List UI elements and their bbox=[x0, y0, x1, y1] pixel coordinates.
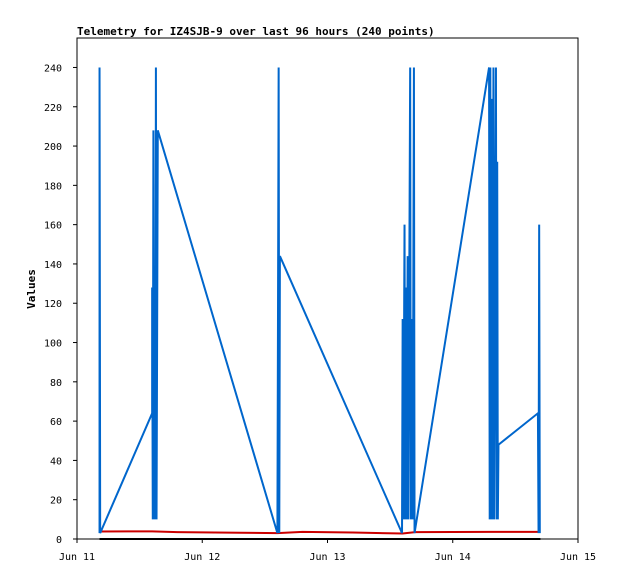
y-tick-label-200: 200 bbox=[44, 142, 62, 153]
y-tick-label-220: 220 bbox=[44, 103, 62, 114]
y-tick-label-20: 20 bbox=[50, 496, 62, 507]
y-tick-label-40: 40 bbox=[50, 456, 62, 467]
series-layer bbox=[98, 67, 541, 540]
y-tick-label-140: 140 bbox=[44, 260, 62, 271]
y-tick-label-100: 100 bbox=[44, 339, 62, 350]
x-tick-label-1: Jun 12 bbox=[184, 552, 220, 563]
y-tick-label-80: 80 bbox=[50, 378, 62, 389]
series-line-1 bbox=[99, 530, 541, 535]
y-axis-label: Values bbox=[25, 269, 38, 309]
y-tick-label-180: 180 bbox=[44, 181, 62, 192]
x-tick-label-4: Jun 15 bbox=[560, 552, 596, 563]
x-tick-label-0: Jun 11 bbox=[59, 552, 95, 563]
x-tick-label-2: Jun 13 bbox=[309, 552, 345, 563]
x-tick-label-3: Jun 14 bbox=[435, 552, 471, 563]
x-axis: Jun 11 Jun 12 Jun 13 Jun 14 Jun 15 bbox=[59, 539, 596, 563]
series-line-0 bbox=[98, 67, 541, 534]
y-axis: 0 20 40 60 80 100 120 140 160 180 200 220 240 bbox=[44, 63, 77, 546]
y-tick-label-240: 240 bbox=[44, 63, 62, 74]
y-tick-label-60: 60 bbox=[50, 417, 62, 428]
chart-title: Telemetry for IZ4SJB-9 over last 96 hour… bbox=[77, 25, 435, 38]
y-tick-label-160: 160 bbox=[44, 221, 62, 232]
y-tick-label-0: 0 bbox=[56, 535, 62, 546]
y-tick-label-120: 120 bbox=[44, 299, 62, 310]
